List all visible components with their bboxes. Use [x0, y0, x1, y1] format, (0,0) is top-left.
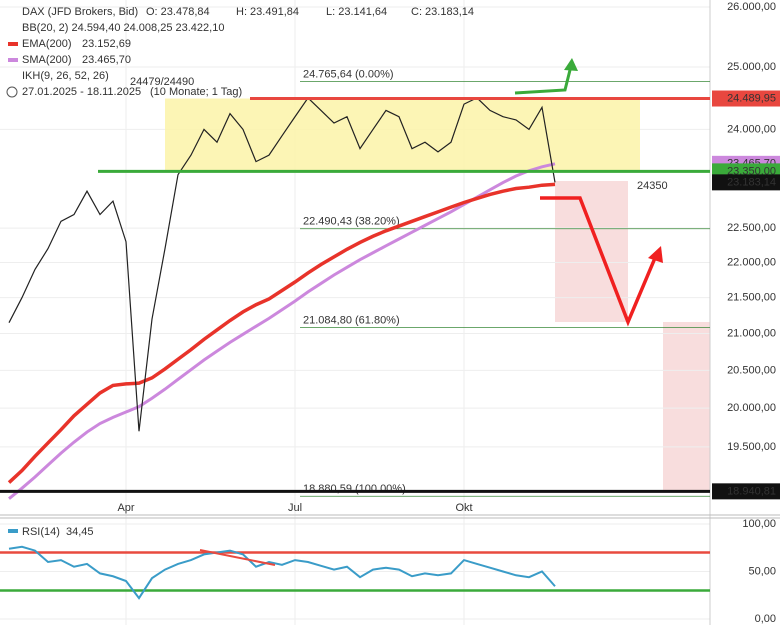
- arrow-head: [648, 246, 663, 263]
- resistance-zone: [165, 98, 640, 172]
- underlay: [0, 0, 710, 625]
- target-zone: [555, 181, 628, 322]
- y-tick-label: 25.000,00: [727, 61, 776, 73]
- price-badge-label: 18.940,81: [727, 485, 776, 497]
- price-badge-label: 24.489,95: [727, 92, 776, 104]
- x-tick-label: Okt: [455, 502, 472, 514]
- price-badge: [712, 90, 780, 107]
- price-badge-label: 23.350,00: [727, 165, 776, 177]
- y-tick-label: 26.000,00: [727, 1, 776, 13]
- fib-label: 22.490,43 (38.20%): [303, 216, 400, 228]
- legend-label: EMA(200): [22, 38, 72, 50]
- legend-swatch: [8, 42, 18, 46]
- y-tick-label: 50,00: [748, 565, 776, 577]
- fib-label: 18.880,59 (100.00%): [303, 483, 406, 495]
- x-tick-label: Apr: [117, 502, 134, 514]
- series-line: [8, 162, 556, 500]
- y-tick-label: 20.000,00: [727, 402, 776, 414]
- legend-faded: IKH(9, 26, 52, 26): [22, 70, 109, 82]
- ohlc: C: 23.183,14: [411, 6, 474, 18]
- y-tick-label: 100,00: [742, 518, 776, 530]
- y-tick-label: 24.000,00: [727, 123, 776, 135]
- arrow-head: [564, 58, 578, 71]
- series-line: [7, 182, 556, 484]
- title: DAX (JFD Brokers, Bid): [22, 6, 138, 18]
- legend-swatch: [8, 58, 18, 62]
- y-tick-label: 22.000,00: [727, 256, 776, 268]
- arrow: [540, 196, 657, 327]
- price-badge-label: 23.183,14: [727, 176, 776, 188]
- annotation: 24350: [637, 180, 668, 192]
- fib-label: 24.765,64 (0.00%): [303, 68, 394, 80]
- legend-value: 23.152,69: [82, 38, 131, 50]
- y-tick-label: 22.500,00: [727, 222, 776, 234]
- legend-label: RSI(14): [22, 526, 60, 538]
- ohlc: L: 23.141,64: [326, 6, 387, 18]
- x-tick-label: Jul: [288, 502, 302, 514]
- price-badge: [712, 483, 780, 500]
- series-line: [8, 96, 556, 432]
- period: 27.01.2025 - 18.11.2025: [22, 86, 141, 98]
- legend-faded: BB(20, 2) 24.594,40 24.008,25 23.422,10: [22, 22, 224, 34]
- y-tick-label: 21.000,00: [727, 327, 776, 339]
- annotation: 24479/24490: [130, 76, 194, 88]
- ohlc: H: 23.491,84: [236, 6, 299, 18]
- target-zone: [663, 322, 710, 490]
- period-note: (10 Monate; 1 Tag): [150, 86, 242, 98]
- y-tick-label: 0,00: [755, 613, 776, 625]
- clock-icon: [6, 86, 18, 98]
- arrow: [514, 65, 573, 95]
- fib-label: 21.084,80 (61.80%): [303, 314, 400, 326]
- y-tick-label: 19.500,00: [727, 441, 776, 453]
- series-line: [8, 545, 556, 600]
- y-tick-label: 21.500,00: [727, 291, 776, 303]
- legend-value: 23.465,70: [82, 54, 131, 66]
- legend-value: 34,45: [66, 526, 94, 538]
- legend-swatch: [8, 529, 18, 533]
- y-tick-label: 20.500,00: [727, 364, 776, 376]
- ohlc: O: 23.478,84: [146, 6, 210, 18]
- price-badge: [712, 174, 780, 191]
- legend-label: SMA(200): [22, 54, 72, 66]
- trend-line: [199, 549, 276, 566]
